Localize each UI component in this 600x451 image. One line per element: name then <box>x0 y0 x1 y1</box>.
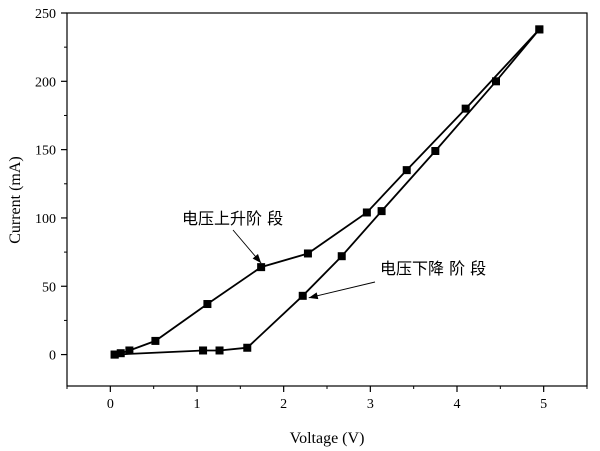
y-tick-label: 150 <box>35 144 56 159</box>
series-2-point <box>431 146 440 155</box>
x-tick-label: 1 <box>194 397 201 412</box>
y-tick-label: 50 <box>42 280 56 295</box>
series-2-point <box>298 291 307 300</box>
series-1-point <box>203 300 212 309</box>
series-1-point <box>257 263 266 272</box>
x-tick-label: 0 <box>107 397 114 412</box>
annotation-arrowhead <box>308 292 319 300</box>
series-2-point <box>243 343 252 352</box>
y-tick-label: 250 <box>35 7 56 22</box>
x-tick-label: 4 <box>454 397 461 412</box>
series-markers <box>110 25 544 359</box>
x-axis-label: Voltage (V) <box>290 430 365 447</box>
series-1-point <box>461 104 470 113</box>
y-tick-label: 100 <box>35 212 56 227</box>
annotation-label: 电压上升阶 段 <box>182 209 283 228</box>
x-tick-label: 5 <box>540 397 547 412</box>
y-axis-label: Current (mA) <box>7 156 24 244</box>
series-1-point <box>362 208 371 217</box>
series-2-point <box>199 346 208 355</box>
y-axis-ticks: 0 50 100 150 200 250 <box>35 7 67 364</box>
annotation-arrow-line <box>308 281 376 299</box>
plot-frame <box>66 12 588 387</box>
series-2-point <box>110 350 119 359</box>
series-2-line <box>114 28 540 356</box>
series-1-point <box>116 349 125 358</box>
series-1-line <box>114 28 540 356</box>
series-2-point <box>492 77 500 86</box>
y-tick-label: 200 <box>35 75 56 90</box>
x-tick-label: 2 <box>280 397 287 412</box>
series-2-point <box>337 252 346 261</box>
series-2-point <box>535 25 544 34</box>
x-tick-label: 3 <box>367 397 374 412</box>
series-1-point <box>402 166 411 175</box>
series-1-point <box>125 346 134 355</box>
x-axis-ticks: 0 1 2 3 4 5 <box>66 386 588 412</box>
series-1-point <box>151 336 160 345</box>
series-1-point <box>303 249 312 258</box>
series-2-point <box>377 207 386 216</box>
annotation-label: 电压下降 阶 段 <box>380 259 486 278</box>
y-tick-label: 0 <box>49 349 56 364</box>
annotation-arrowhead <box>252 254 262 264</box>
series-2-point <box>215 346 224 355</box>
series-lines <box>114 28 540 356</box>
